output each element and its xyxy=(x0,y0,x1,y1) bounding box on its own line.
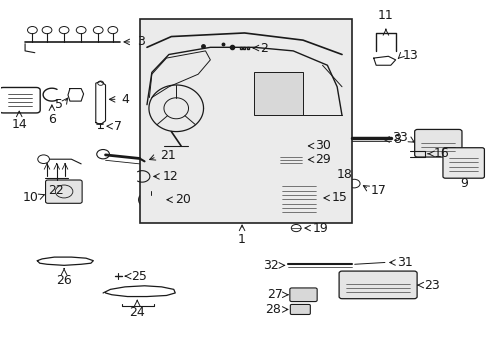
Text: 29: 29 xyxy=(315,153,330,166)
Text: 31: 31 xyxy=(396,256,412,269)
Text: 4: 4 xyxy=(121,93,129,106)
Text: 32: 32 xyxy=(263,259,278,272)
FancyBboxPatch shape xyxy=(414,130,461,157)
Bar xyxy=(140,19,351,223)
Text: 30: 30 xyxy=(315,139,330,152)
Text: 20: 20 xyxy=(174,193,190,206)
Text: 6: 6 xyxy=(48,113,56,126)
Text: 9: 9 xyxy=(459,177,467,190)
Text: 1: 1 xyxy=(238,233,245,246)
Text: 23: 23 xyxy=(423,279,439,292)
Text: 24: 24 xyxy=(129,306,145,319)
Text: 7: 7 xyxy=(114,120,122,133)
FancyBboxPatch shape xyxy=(442,148,484,178)
FancyBboxPatch shape xyxy=(289,288,317,302)
Text: 18: 18 xyxy=(336,168,352,181)
FancyBboxPatch shape xyxy=(275,176,323,220)
Text: 22: 22 xyxy=(48,184,63,197)
Text: 26: 26 xyxy=(56,274,72,287)
Text: 14: 14 xyxy=(11,118,27,131)
Text: 15: 15 xyxy=(330,192,346,204)
Text: 33: 33 xyxy=(391,131,407,144)
Text: 25: 25 xyxy=(131,270,147,283)
Bar xyxy=(254,72,303,116)
Text: 19: 19 xyxy=(312,221,328,235)
Text: 13: 13 xyxy=(402,49,418,62)
Text: 8: 8 xyxy=(392,133,400,146)
Text: 5: 5 xyxy=(55,98,63,111)
Text: 17: 17 xyxy=(369,184,386,197)
FancyBboxPatch shape xyxy=(338,271,416,299)
Text: 12: 12 xyxy=(162,170,178,183)
Text: 28: 28 xyxy=(264,303,281,316)
Text: 11: 11 xyxy=(377,9,393,22)
Text: 16: 16 xyxy=(433,147,448,160)
Text: 27: 27 xyxy=(266,288,282,301)
Text: 10: 10 xyxy=(23,192,39,204)
FancyBboxPatch shape xyxy=(290,305,310,315)
Text: 21: 21 xyxy=(160,149,176,162)
Text: 2: 2 xyxy=(260,41,268,54)
Text: 3: 3 xyxy=(137,35,145,49)
FancyBboxPatch shape xyxy=(45,180,82,203)
Bar xyxy=(277,153,304,166)
FancyBboxPatch shape xyxy=(0,87,40,113)
Bar xyxy=(281,140,304,151)
